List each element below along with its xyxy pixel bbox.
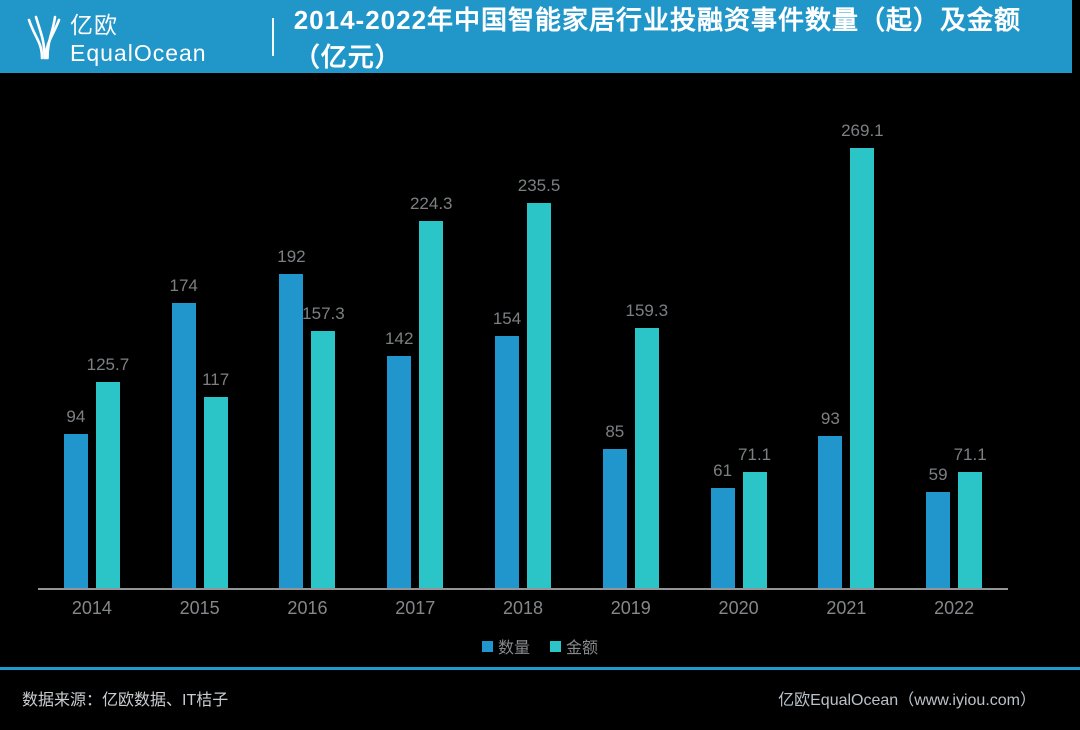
year-group-2019: 85 159.3 2019 bbox=[577, 120, 685, 618]
x-axis-label-2021: 2021 bbox=[826, 598, 867, 618]
year-group-2016: 192 157.3 2016 bbox=[254, 120, 362, 618]
bar-amount-2020 bbox=[742, 472, 767, 588]
year-group-2014: 94 125.7 2014 bbox=[38, 120, 146, 618]
legend-label: 数量 bbox=[497, 640, 530, 657]
bar-wrap-amount-2018: 235.5 bbox=[518, 176, 560, 588]
year-group-2020: 61 71.1 2020 bbox=[685, 120, 793, 618]
bar-wrap-count-2014: 94 bbox=[63, 407, 88, 588]
bar-amount-2015 bbox=[203, 397, 228, 588]
equalocean-logo-icon bbox=[26, 14, 62, 60]
header-divider bbox=[271, 17, 274, 56]
bar-wrap-amount-2022: 71.1 bbox=[954, 445, 987, 588]
bar-wrap-amount-2017: 224.3 bbox=[410, 194, 453, 588]
bar-wrap-count-2019: 85 bbox=[602, 422, 627, 588]
value-label-amount-2021: 269.1 bbox=[841, 121, 884, 140]
bar-wrap-amount-2021: 269.1 bbox=[841, 121, 884, 588]
value-label-amount-2016: 157.3 bbox=[302, 304, 345, 323]
bar-count-2017 bbox=[387, 356, 412, 588]
chart-legend: 数量 金额 bbox=[0, 633, 1080, 659]
bar-count-2016 bbox=[279, 274, 304, 588]
bar-wrap-amount-2015: 117 bbox=[202, 370, 229, 588]
year-group-2017: 142 224.3 2017 bbox=[361, 120, 469, 618]
legend-swatch bbox=[481, 640, 493, 652]
value-label-count-2020: 61 bbox=[713, 461, 733, 480]
bar-chart: 94 125.7 2014 174 117 2015 192 157.3 2016 142 224.… bbox=[0, 73, 1080, 633]
value-label-count-2021: 93 bbox=[820, 409, 840, 428]
bar-wrap-count-2021: 93 bbox=[818, 409, 843, 588]
bar-count-2014 bbox=[63, 434, 88, 588]
bar-count-2021 bbox=[818, 436, 843, 588]
bar-amount-2016 bbox=[311, 331, 336, 588]
bar-wrap-count-2016: 192 bbox=[277, 247, 306, 588]
bar-count-2022 bbox=[926, 492, 951, 588]
bar-count-2019 bbox=[602, 449, 627, 588]
x-axis-label-2014: 2014 bbox=[71, 598, 112, 618]
bar-count-2015 bbox=[171, 303, 196, 588]
value-label-amount-2014: 125.7 bbox=[86, 355, 130, 374]
bar-wrap-count-2017: 142 bbox=[385, 329, 413, 588]
bar-amount-2022 bbox=[958, 472, 983, 588]
bar-amount-2019 bbox=[634, 328, 659, 588]
x-axis-label-2022: 2022 bbox=[934, 598, 975, 618]
value-label-count-2018: 154 bbox=[492, 309, 522, 328]
bar-amount-2017 bbox=[419, 221, 444, 588]
value-label-amount-2017: 224.3 bbox=[409, 194, 453, 213]
bar-amount-2021 bbox=[850, 148, 875, 588]
value-label-amount-2018: 235.5 bbox=[517, 176, 561, 195]
value-label-count-2016: 192 bbox=[277, 247, 306, 266]
bar-count-2020 bbox=[710, 488, 735, 588]
value-label-amount-2020: 71.1 bbox=[738, 445, 772, 464]
bar-wrap-amount-2014: 125.7 bbox=[87, 355, 129, 588]
year-group-2022: 59 71.1 2022 bbox=[900, 120, 1008, 618]
value-label-amount-2015: 117 bbox=[202, 370, 230, 389]
bar-count-2018 bbox=[495, 336, 520, 588]
value-label-amount-2022: 71.1 bbox=[953, 445, 987, 464]
data-source-text: 数据来源：亿欧数据、IT桔子 bbox=[22, 692, 229, 709]
footer-divider-line bbox=[0, 667, 1080, 670]
bar-amount-2018 bbox=[527, 203, 552, 588]
bar-wrap-count-2015: 174 bbox=[169, 276, 198, 588]
year-group-2021: 93 269.1 2021 bbox=[792, 120, 900, 618]
value-label-count-2014: 94 bbox=[66, 407, 86, 426]
x-axis-label-2020: 2020 bbox=[718, 598, 759, 618]
footer: 数据来源：亿欧数据、IT桔子 亿欧EqualOcean（www.iyiou.co… bbox=[0, 670, 1080, 710]
x-axis-label-2018: 2018 bbox=[502, 598, 544, 618]
legend-label: 金额 bbox=[566, 640, 599, 657]
equalocean-logo: 亿欧 EqualOcean bbox=[26, 6, 246, 67]
year-group-2015: 174 117 2015 bbox=[146, 120, 254, 618]
brand-url-text: 亿欧EqualOcean（www.iyiou.com） bbox=[778, 692, 1036, 709]
x-axis-label-2015: 2015 bbox=[179, 598, 220, 618]
bar-wrap-amount-2019: 159.3 bbox=[626, 301, 668, 588]
bar-wrap-count-2022: 59 bbox=[926, 465, 951, 588]
legend-item-金额: 金额 bbox=[550, 634, 598, 658]
page-title: 2014-2022年中国智能家居行业投融资事件数量（起）及金额（亿元） bbox=[293, 4, 1022, 72]
header-band: 亿欧 EqualOcean 2014-2022年中国智能家居行业投融资事件数量（… bbox=[0, 0, 1072, 73]
value-label-count-2015: 174 bbox=[169, 276, 198, 295]
logo-text: 亿欧 EqualOcean bbox=[70, 12, 207, 66]
value-label-count-2019: 85 bbox=[605, 422, 625, 441]
x-axis-label-2017: 2017 bbox=[395, 598, 436, 618]
bar-wrap-amount-2016: 157.3 bbox=[302, 304, 345, 588]
plot-area: 94 125.7 2014 174 117 2015 192 157.3 2016 142 224.… bbox=[38, 120, 1008, 618]
bar-wrap-count-2020: 61 bbox=[710, 461, 735, 588]
bar-amount-2014 bbox=[95, 382, 120, 588]
x-axis-label-2019: 2019 bbox=[610, 598, 651, 618]
bar-wrap-count-2018: 154 bbox=[493, 309, 521, 588]
value-label-count-2022: 59 bbox=[928, 465, 948, 484]
value-label-amount-2019: 159.3 bbox=[625, 301, 669, 320]
value-label-count-2017: 142 bbox=[385, 329, 414, 348]
x-axis-label-2016: 2016 bbox=[287, 598, 328, 618]
legend-swatch bbox=[550, 640, 561, 652]
bar-wrap-amount-2020: 71.1 bbox=[738, 445, 771, 588]
legend-item-数量: 数量 bbox=[481, 634, 530, 658]
year-group-2018: 154 235.5 2018 bbox=[469, 120, 577, 618]
